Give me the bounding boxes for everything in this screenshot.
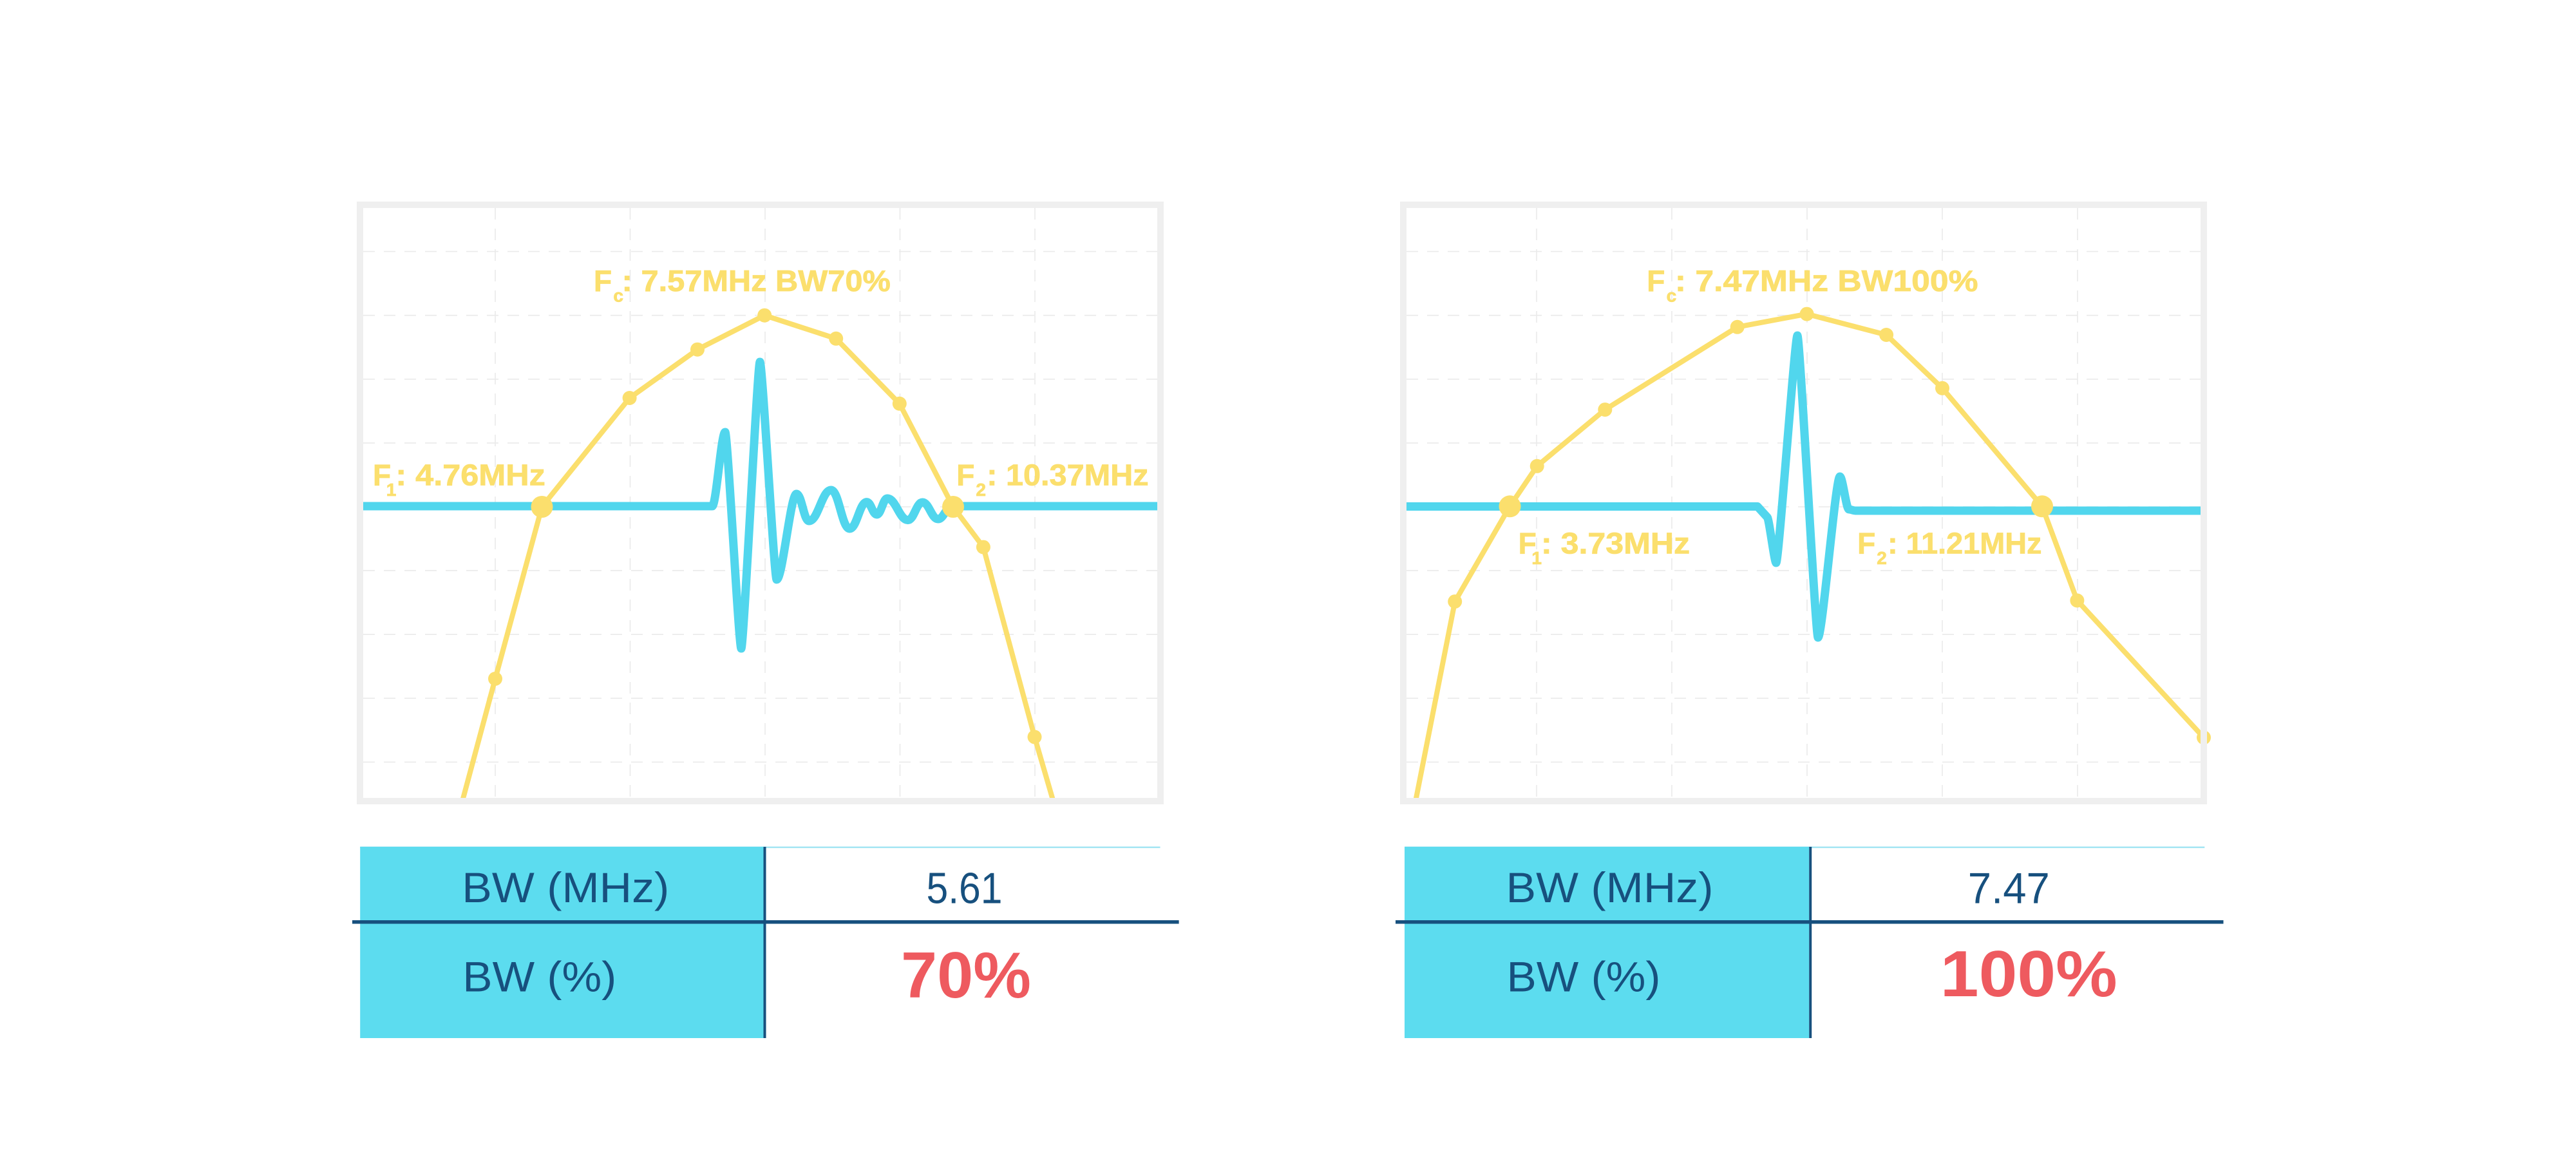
svg-text:: 3.73MHz: : 3.73MHz <box>1541 527 1690 560</box>
svg-text:: 11.21MHz: : 11.21MHz <box>1888 527 2041 560</box>
svg-text:70%: 70% <box>901 940 1031 1012</box>
svg-text:: 4.76MHz: : 4.76MHz <box>395 459 545 492</box>
svg-text:F: F <box>373 459 391 492</box>
svg-text:1: 1 <box>1531 548 1542 568</box>
svg-text:F: F <box>1647 264 1665 298</box>
svg-text:BW (%): BW (%) <box>1507 953 1661 1001</box>
svg-text:F: F <box>956 459 974 492</box>
svg-text:F: F <box>1519 527 1537 560</box>
svg-text:BW (%): BW (%) <box>462 953 616 1001</box>
svg-text:2: 2 <box>1877 548 1887 568</box>
svg-text:: 7.47MHz BW100%: : 7.47MHz BW100% <box>1675 264 1978 298</box>
svg-text:2: 2 <box>976 480 986 500</box>
svg-text:F: F <box>1857 527 1875 560</box>
svg-text:F: F <box>594 264 612 298</box>
svg-text:c: c <box>1667 286 1677 306</box>
svg-text:BW (MHz): BW (MHz) <box>462 864 669 911</box>
svg-text:7.47: 7.47 <box>1968 864 2050 913</box>
svg-text:BW (MHz): BW (MHz) <box>1506 864 1714 911</box>
svg-text:100%: 100% <box>1940 938 2117 1010</box>
svg-text:: 10.37MHz: : 10.37MHz <box>987 459 1148 492</box>
svg-text:5.61: 5.61 <box>927 864 1003 913</box>
svg-text:1: 1 <box>386 480 397 500</box>
svg-text:c: c <box>613 286 623 306</box>
svg-text:: 7.57MHz BW70%: : 7.57MHz BW70% <box>622 264 891 298</box>
